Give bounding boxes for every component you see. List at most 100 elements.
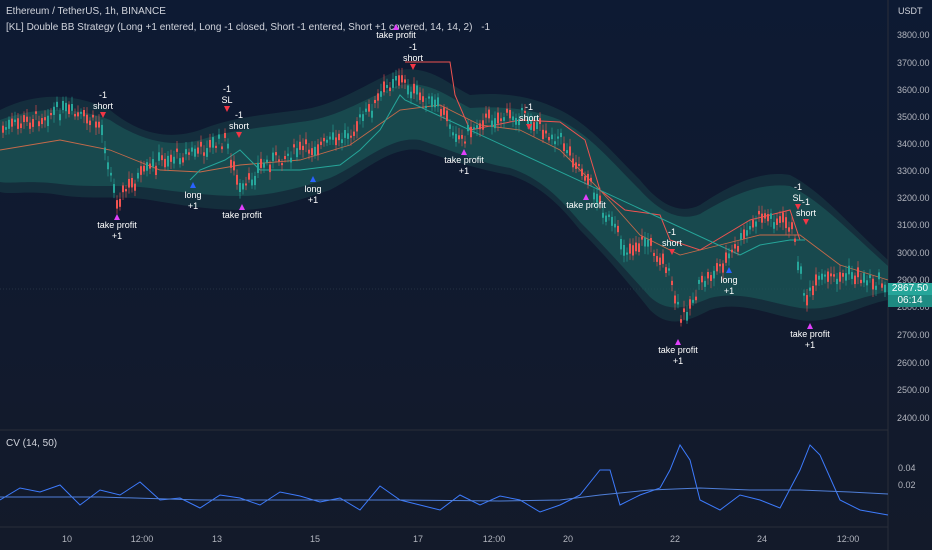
candle-body: [215, 145, 217, 148]
candle-body: [176, 148, 178, 152]
candle-body: [824, 274, 826, 277]
candle-body: [146, 162, 148, 171]
candle-body: [206, 148, 208, 157]
candle-body: [746, 230, 748, 236]
candle-body: [518, 119, 520, 126]
candle-body: [8, 119, 10, 129]
symbol-title[interactable]: Ethereum / TetherUS, 1h, BINANCE: [6, 6, 166, 17]
candle-body: [449, 124, 451, 129]
trade-markers: -1short-1SL-1short-1short-1short-1short-…: [93, 24, 830, 366]
candle-body: [77, 112, 79, 117]
candle-body: [212, 137, 214, 148]
candle-body: [569, 146, 571, 156]
candle-body: [806, 295, 808, 306]
price-tick: 3400.00: [897, 139, 930, 149]
candle-body: [239, 182, 241, 192]
candle-body: [521, 107, 523, 111]
candle-body: [782, 212, 784, 223]
take-profit-arrow-icon: [461, 149, 467, 155]
candle-body: [599, 195, 601, 204]
candle-body: [326, 139, 328, 143]
candle-body: [356, 121, 358, 132]
candle-body: [227, 143, 229, 149]
candle-body: [188, 152, 190, 155]
candle-body: [662, 253, 664, 264]
candle-body: [236, 174, 238, 185]
candle-body: [164, 158, 166, 168]
candle-body: [539, 118, 541, 124]
candle-body: [677, 301, 679, 305]
candle-body: [278, 159, 280, 162]
marker-label-top: -1: [802, 197, 810, 207]
candle-body: [305, 139, 307, 145]
candlestick-series: [2, 67, 886, 327]
candle-body: [821, 273, 823, 280]
candle-body: [467, 124, 469, 132]
candle-body: [743, 229, 745, 239]
price-tick: 3700.00: [897, 58, 930, 68]
candle-body: [617, 225, 619, 233]
candle-body: [44, 117, 46, 121]
candle-body: [695, 296, 697, 301]
take-profit-arrow-icon: [114, 214, 120, 220]
strategy-legend[interactable]: [KL] Double BB Strategy (Long +1 entered…: [6, 22, 490, 33]
candle-body: [605, 215, 607, 222]
short-arrow-icon: [410, 64, 416, 70]
candle-body: [344, 130, 346, 138]
candle-body: [845, 273, 847, 281]
candle-body: [386, 84, 388, 88]
indicator-title[interactable]: CV (14, 50): [6, 438, 58, 449]
candle-body: [80, 111, 82, 114]
price-tick: 3100.00: [897, 220, 930, 230]
candle-body: [242, 183, 244, 190]
candle-body: [14, 119, 16, 123]
candle-body: [371, 110, 373, 118]
candle-body: [629, 243, 631, 254]
candle-body: [482, 120, 484, 130]
candle-body: [140, 166, 142, 175]
candle-body: [107, 162, 109, 170]
candle-body: [2, 125, 4, 133]
marker-label-top: -1: [235, 110, 243, 120]
marker-label-bottom: short: [662, 238, 683, 248]
candle-body: [566, 150, 568, 154]
candle-body: [287, 153, 289, 156]
candle-body: [389, 87, 391, 92]
candle-body: [536, 122, 538, 129]
candle-body: [776, 218, 778, 225]
candle-body: [452, 132, 454, 136]
price-tick: 3600.00: [897, 85, 930, 95]
take-profit-arrow-icon: [675, 339, 681, 345]
candle-body: [464, 141, 466, 144]
candle-body: [848, 265, 850, 275]
candle-body: [341, 139, 343, 144]
candle-body: [293, 144, 295, 148]
marker-label-bottom: +1: [724, 286, 734, 296]
candle-body: [728, 253, 730, 259]
candle-body: [254, 175, 256, 186]
candle-body: [620, 239, 622, 250]
candle-body: [413, 83, 415, 94]
candle-body: [740, 233, 742, 240]
candle-body: [302, 145, 304, 151]
candle-body: [98, 121, 100, 128]
time-tick: 13: [212, 534, 222, 544]
candle-body: [296, 148, 298, 158]
candle-body: [170, 154, 172, 162]
candle-body: [131, 177, 133, 188]
candle-body: [248, 173, 250, 180]
take-profit-arrow-icon: [583, 194, 589, 200]
time-tick: 12:00: [131, 534, 154, 544]
candle-body: [827, 271, 829, 282]
candle-body: [119, 198, 121, 207]
candle-body: [311, 148, 313, 156]
candle-body: [125, 189, 127, 192]
candle-body: [470, 126, 472, 138]
marker-label-bottom: short: [796, 208, 817, 218]
strategy-pnl: -1: [481, 22, 491, 33]
candle-body: [512, 116, 514, 121]
candle-body: [143, 165, 145, 172]
candle-body: [542, 129, 544, 140]
